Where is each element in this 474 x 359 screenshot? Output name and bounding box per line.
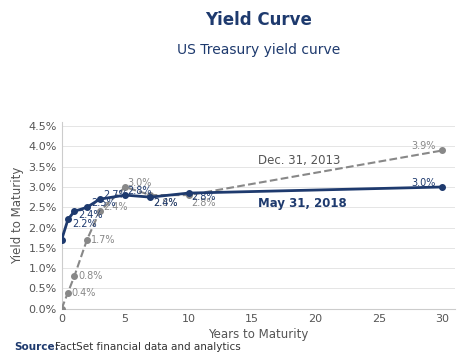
Text: 2.7%: 2.7%: [103, 190, 128, 200]
Text: 2.5%: 2.5%: [91, 198, 116, 208]
Text: 3.0%: 3.0%: [128, 178, 152, 188]
Text: 1.7%: 1.7%: [91, 235, 115, 245]
Text: 2.4%: 2.4%: [103, 202, 128, 212]
Text: 2.2%: 2.2%: [72, 219, 96, 229]
Text: 2.8%: 2.8%: [153, 198, 177, 208]
Text: FactSet financial data and analytics: FactSet financial data and analytics: [55, 342, 240, 352]
Text: 2.8%: 2.8%: [128, 186, 152, 196]
Text: Dec. 31, 2013: Dec. 31, 2013: [258, 154, 341, 167]
Text: Source:: Source:: [14, 342, 59, 352]
Text: 2.4%: 2.4%: [153, 198, 177, 208]
Text: May 31, 2018: May 31, 2018: [258, 197, 347, 210]
X-axis label: Years to Maturity: Years to Maturity: [208, 328, 309, 341]
Text: 3.0%: 3.0%: [411, 178, 436, 188]
Text: 0.8%: 0.8%: [78, 271, 102, 281]
Text: 2.8%: 2.8%: [191, 198, 216, 208]
Text: 0.4%: 0.4%: [72, 288, 96, 298]
Text: 2.8%: 2.8%: [191, 192, 216, 202]
Text: Yield Curve: Yield Curve: [205, 11, 312, 29]
Text: US Treasury yield curve: US Treasury yield curve: [177, 43, 340, 57]
Y-axis label: Yield to Maturity: Yield to Maturity: [11, 167, 24, 264]
Text: 2.4%: 2.4%: [78, 210, 102, 220]
Text: 3.9%: 3.9%: [411, 141, 436, 151]
